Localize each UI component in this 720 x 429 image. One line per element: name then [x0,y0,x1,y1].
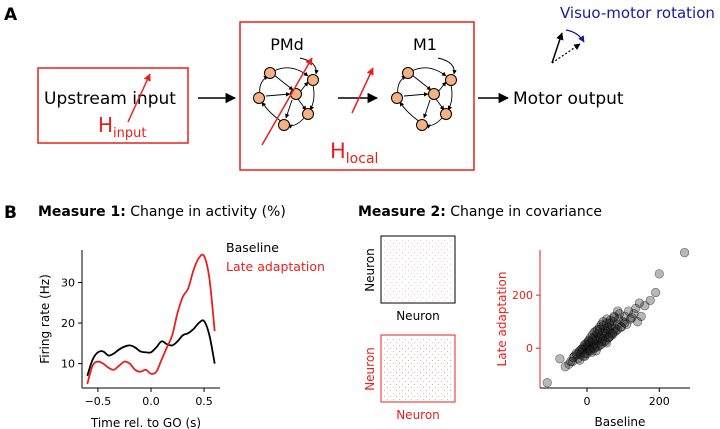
h-input-label: Hinput [98,113,147,141]
rotation-solid-arrow [551,32,564,64]
h-input-arrow [127,73,151,123]
panel-a-label: A [4,5,18,25]
panel-b-label: B [4,203,17,223]
scatter-point [631,303,641,313]
pmd-m1-red-arrow [351,67,374,114]
x-axis-label: Baseline [595,415,646,429]
scatter-point [580,339,590,349]
scatter-point [636,311,646,321]
upstream-label: Upstream input [44,89,176,109]
rotation-dotted-arrow [551,43,581,64]
scatter-point [679,248,690,258]
x-tick-label: −0.5 [85,395,112,408]
pmd-label: PMd [270,35,304,54]
scatter-point [645,295,655,306]
y-axis-label: Late adaptation [495,272,509,367]
scatter-point [542,378,552,388]
upstream-box [37,67,189,144]
motor-output-label: Motor output [513,89,624,109]
series-line-baseline [86,319,216,377]
scatter-point [555,354,565,364]
scatter-point [619,318,630,328]
scatter-point [620,311,630,321]
scatter-point [613,306,623,316]
y-tick-label: 10 [61,358,75,371]
m1-label: M1 [413,35,437,54]
legend-entry: Baseline [226,240,279,255]
x-tick-label: 0.5 [195,395,213,408]
scatter-point [654,269,664,279]
local-box [239,21,475,171]
x-tick-label: 200 [649,395,670,408]
rotation-arc-arrow [565,29,585,43]
cov-late-ylabel: Neuron [363,347,377,391]
cov-baseline-ylabel: Neuron [363,248,377,292]
firing-rate-chart: 10 20 30 −0.5 0.0 0.5 Time rel. to GO (s) Firin… [38,240,325,429]
y-tick-label: 30 [61,276,75,289]
scatter-point [607,328,617,339]
series-line-late-adaptation [86,253,216,385]
scatter-point [627,313,637,323]
cov-late-matrix [380,334,456,403]
pmd-input-arrow [261,57,313,146]
measure2-title: Measure 2: Change in covariance [358,204,602,220]
y-axis-label: Firing rate (Hz) [38,274,52,364]
x-tick-label: 0 [583,395,590,408]
legend-entry: Late adaptation [226,259,325,274]
m1-network [391,57,457,131]
y-tick-label: 200 [512,289,533,302]
x-axis-label: Time rel. to GO (s) [90,416,201,429]
cov-late-xlabel: Neuron [396,408,440,422]
scatter-point [623,306,634,316]
scatter-point [651,287,661,298]
x-tick-label: 0.0 [142,395,160,408]
scatter-point [634,298,644,308]
scatter-point [589,343,599,353]
y-tick-label: 0 [526,342,533,355]
y-tick-label: 20 [61,317,75,330]
h-local-label: Hlocal [330,139,378,167]
measure1-title: Measure 1: Change in activity (%) [38,204,286,220]
rotation-label: Visuo-motor rotation [560,4,715,22]
scatter-point [591,326,601,336]
cov-baseline-matrix [380,235,456,304]
pmd-network [253,57,319,131]
cov-baseline-xlabel: Neuron [396,309,440,323]
